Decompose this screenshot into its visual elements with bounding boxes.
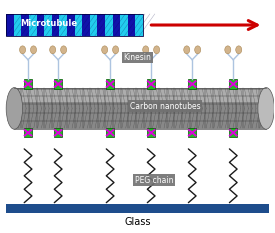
Ellipse shape [258,88,274,129]
Ellipse shape [195,46,201,54]
FancyBboxPatch shape [229,128,237,137]
FancyBboxPatch shape [147,79,155,89]
FancyBboxPatch shape [67,14,75,36]
FancyBboxPatch shape [14,90,266,102]
FancyBboxPatch shape [54,79,62,89]
FancyBboxPatch shape [106,128,114,137]
FancyBboxPatch shape [6,14,14,36]
Ellipse shape [20,46,26,54]
Ellipse shape [154,46,160,54]
Ellipse shape [143,46,149,54]
FancyBboxPatch shape [44,14,52,36]
FancyBboxPatch shape [14,14,22,36]
FancyBboxPatch shape [188,128,196,137]
FancyBboxPatch shape [128,14,136,36]
Ellipse shape [31,46,37,54]
FancyBboxPatch shape [24,128,32,137]
FancyBboxPatch shape [6,204,269,213]
FancyBboxPatch shape [82,14,90,36]
Text: Microtubule: Microtubule [20,19,77,28]
FancyBboxPatch shape [54,128,62,137]
FancyBboxPatch shape [97,14,105,36]
Ellipse shape [102,46,108,54]
Ellipse shape [50,46,56,54]
FancyBboxPatch shape [188,79,196,89]
Text: PEG chain: PEG chain [135,176,173,185]
Ellipse shape [236,46,242,54]
FancyBboxPatch shape [105,14,113,36]
FancyBboxPatch shape [21,14,29,36]
FancyBboxPatch shape [59,14,67,36]
Ellipse shape [112,46,119,54]
FancyBboxPatch shape [106,79,114,89]
FancyBboxPatch shape [14,88,266,129]
FancyBboxPatch shape [52,14,60,36]
FancyBboxPatch shape [135,14,143,36]
FancyBboxPatch shape [37,14,45,36]
Text: Glass: Glass [124,217,151,227]
Ellipse shape [184,46,190,54]
FancyBboxPatch shape [90,14,98,36]
Text: Kinesin: Kinesin [123,53,152,62]
FancyBboxPatch shape [75,14,82,36]
Ellipse shape [60,46,67,54]
FancyBboxPatch shape [24,79,32,89]
Ellipse shape [225,46,231,54]
FancyBboxPatch shape [229,79,237,89]
FancyBboxPatch shape [147,128,155,137]
FancyBboxPatch shape [29,14,37,36]
FancyBboxPatch shape [120,14,128,36]
FancyBboxPatch shape [112,14,120,36]
Text: Carbon nanotubes: Carbon nanotubes [130,102,200,111]
Ellipse shape [6,88,23,129]
